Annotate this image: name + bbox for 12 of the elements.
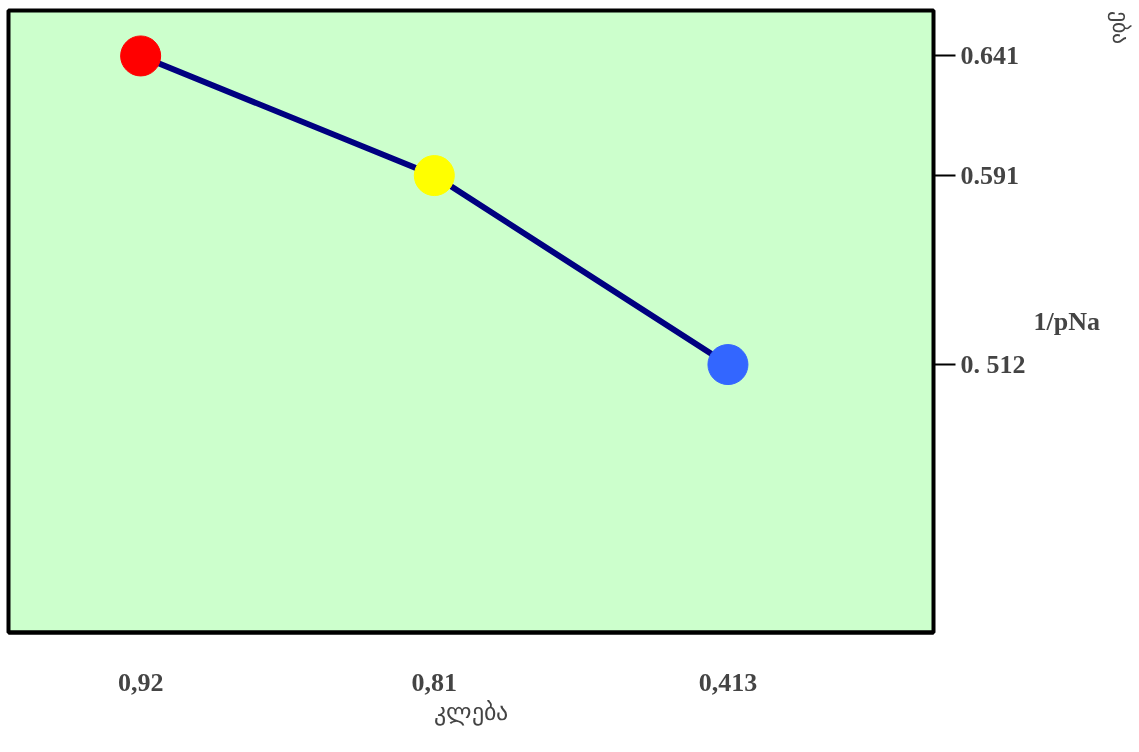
x-axis-title: კლება <box>434 698 508 726</box>
text: ება <box>1106 10 1133 44</box>
x-tick-label: 0,92 <box>117 667 164 697</box>
y-axis-title: 1/pNa <box>1033 307 1100 336</box>
y-tick-label: 0. 512 <box>960 350 1026 380</box>
y-tick-label: 0.641 <box>960 41 1019 71</box>
x-tick-label: 0,81 <box>411 667 458 697</box>
x-tick-label: 0,413 <box>698 667 758 697</box>
point <box>413 155 455 197</box>
y-tick-label: 0.591 <box>960 161 1019 191</box>
point <box>707 344 749 386</box>
point <box>120 35 162 77</box>
